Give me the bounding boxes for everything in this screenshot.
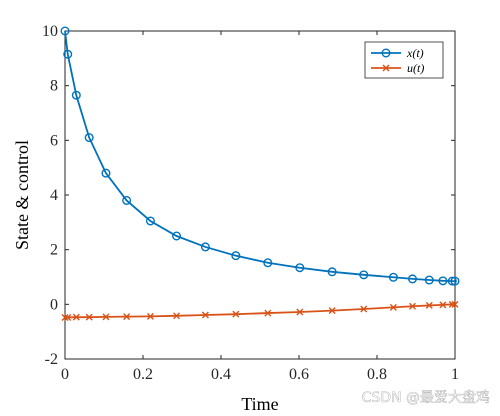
data-point xyxy=(101,168,111,178)
data-point xyxy=(424,275,434,285)
data-point xyxy=(408,302,416,310)
series-u xyxy=(61,300,459,321)
x-tick-label: 0.6 xyxy=(289,366,309,383)
legend-entry: u(t) xyxy=(371,61,424,75)
data-point xyxy=(425,301,433,309)
x-tick-label: 0 xyxy=(61,366,69,383)
data-point xyxy=(201,311,209,319)
data-point xyxy=(61,313,69,321)
x-tick-label: 1 xyxy=(451,366,459,383)
data-point xyxy=(359,270,369,280)
legend-entry: x(t) xyxy=(371,46,424,60)
data-point xyxy=(264,309,272,317)
data-point xyxy=(448,300,456,308)
data-point xyxy=(407,274,417,284)
data-point xyxy=(84,133,94,143)
data-point xyxy=(447,276,457,286)
legend-box xyxy=(364,41,444,79)
series-x xyxy=(60,26,460,286)
data-point xyxy=(145,216,155,226)
data-point xyxy=(122,195,132,205)
x-tick-label: 0.8 xyxy=(367,366,387,383)
data-point xyxy=(450,276,460,286)
data-point xyxy=(232,310,240,318)
data-point xyxy=(72,313,80,321)
x-tick-label: 0.2 xyxy=(133,366,153,383)
data-point xyxy=(360,305,368,313)
y-tick-label: 2 xyxy=(50,242,58,259)
data-point xyxy=(296,308,304,316)
data-point xyxy=(388,272,398,282)
data-point xyxy=(64,313,72,321)
data-point xyxy=(231,251,241,261)
series-layer xyxy=(60,26,460,321)
data-point xyxy=(146,312,154,320)
data-point xyxy=(263,258,273,268)
legend-marker xyxy=(381,48,391,58)
y-tick-label: 6 xyxy=(50,132,58,149)
y-axis-label: State & control xyxy=(12,140,32,250)
legend: x(t)u(t) xyxy=(364,41,444,79)
legend-label: u(t) xyxy=(407,61,424,75)
data-point xyxy=(200,242,210,252)
series-line xyxy=(64,30,455,282)
data-point xyxy=(123,313,131,321)
data-point xyxy=(451,300,459,308)
data-point xyxy=(85,313,93,321)
data-point xyxy=(439,301,447,309)
y-tick-label: 8 xyxy=(50,78,58,95)
data-point xyxy=(71,90,81,100)
legend-label: x(t) xyxy=(406,46,424,60)
legend-marker xyxy=(382,64,390,72)
y-tick-label: 0 xyxy=(50,296,58,313)
data-point xyxy=(438,276,448,286)
y-tick-label: 10 xyxy=(42,23,58,40)
y-tick-label: -2 xyxy=(45,351,58,368)
data-point xyxy=(295,263,305,273)
data-point xyxy=(173,312,181,320)
series-line xyxy=(65,303,455,319)
data-point xyxy=(172,231,182,241)
y-tick-label: 4 xyxy=(50,187,58,204)
x-axis-label: Time xyxy=(241,394,278,414)
data-point xyxy=(389,303,397,311)
data-point xyxy=(63,49,73,59)
x-tick-label: 0.4 xyxy=(211,366,231,383)
data-point xyxy=(60,26,70,36)
data-point xyxy=(102,313,110,321)
watermark: CSDN @最爱大盘鸡 xyxy=(362,389,490,406)
data-point xyxy=(327,267,337,277)
data-point xyxy=(328,307,336,315)
